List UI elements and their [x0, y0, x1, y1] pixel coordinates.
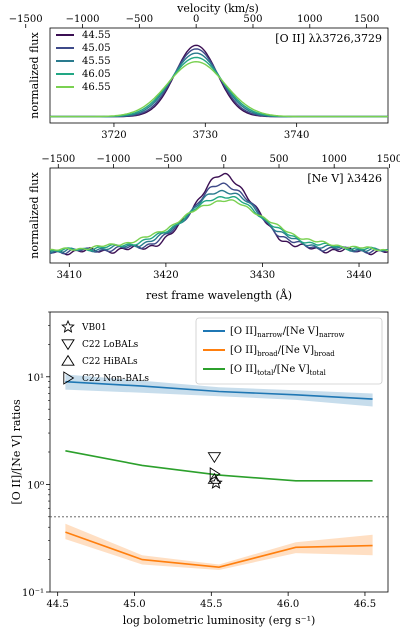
panel-frame — [49, 27, 389, 124]
legend-label-part: narrow — [319, 331, 345, 339]
legend-marker — [61, 319, 75, 333]
spectrum-line-46.05 — [50, 195, 388, 252]
velocity-tick-label: −1500 — [9, 14, 43, 25]
ratio-line — [65, 531, 373, 569]
spectrum-line-46.55 — [50, 60, 388, 118]
velocity-tick-label: −1500 — [41, 154, 75, 165]
panel-frame — [49, 167, 389, 264]
velocity-tick-label: −1000 — [97, 154, 131, 165]
ratio-line — [65, 380, 373, 400]
curves — [50, 172, 388, 256]
confidence-band — [65, 374, 373, 407]
legend-label: C22 LoBALs — [82, 340, 139, 350]
y-tick-label: 10¹ — [27, 373, 44, 384]
ratio-line — [65, 450, 373, 482]
velocity-tick-label: −1000 — [66, 14, 100, 25]
velocity-tick-label: 1500 — [377, 154, 400, 165]
velocity-tick-label: 1000 — [321, 154, 346, 165]
nev-panel: 3410 3420 3430 3440 −1500 −1000 −500 0 500 1000 15… — [28, 154, 400, 302]
legend-label-part: /[Ne V] — [273, 364, 309, 375]
legend-label: [O II]broad/[Ne V]broad — [230, 345, 335, 358]
x-tick-label: 3420 — [153, 270, 178, 281]
legend-label-part: [O II] — [230, 364, 257, 375]
legend-label: C22 Non-BALs — [82, 374, 149, 384]
y-tick-label: 10⁻¹ — [22, 588, 44, 599]
legend-label-part: /[Ne V] — [283, 326, 319, 337]
legend-label-part: [O II] — [230, 326, 257, 337]
marker-star — [209, 475, 223, 489]
marker-triangle-down — [207, 452, 222, 464]
legend-label-part: broad — [314, 350, 335, 358]
y-axis-label: [O II]/[Ne V] ratios — [10, 399, 23, 505]
legend-label-part: total — [257, 369, 274, 377]
legend-label-part: total — [310, 369, 327, 377]
x-axis-label: log bolometric luminosity (erg s⁻¹) — [123, 614, 316, 627]
legend-label: 45.05 — [82, 43, 111, 54]
legend: 44.55 45.05 45.55 46.05 46.55 — [56, 30, 111, 93]
legend-label: 45.55 — [82, 56, 111, 67]
marker-triangle-up — [207, 472, 222, 484]
x-tick-label: 45.5 — [200, 599, 222, 610]
ratio-panel: 44.5 45.0 45.5 46.0 46.5 10⁻¹ 10⁰ 10¹ log bolome… — [10, 311, 389, 627]
legend-label: 46.05 — [82, 69, 111, 80]
line-annotation: [Ne V] λ3426 — [307, 172, 382, 185]
y-tick-label: 10⁰ — [27, 480, 44, 491]
legend-label-part: /[Ne V] — [278, 345, 314, 356]
x-tick-label: 46.5 — [354, 599, 376, 610]
y-axis-label: normalized flux — [28, 171, 41, 258]
legend-label-part: broad — [257, 350, 278, 358]
legend-label-part: narrow — [257, 331, 283, 339]
x-tick-label: 46.0 — [277, 599, 299, 610]
velocity-tick-label: 0 — [221, 154, 227, 165]
x-tick-label: 3430 — [250, 270, 275, 281]
velocity-tick-label: 500 — [243, 14, 262, 25]
legend-label: VB01 — [81, 323, 107, 333]
spectrum-line-46.55 — [50, 199, 388, 252]
velocity-tick-label: 1500 — [354, 14, 379, 25]
velocity-tick-label: 1000 — [297, 14, 322, 25]
legend-label: C22 HiBALs — [82, 357, 138, 367]
legend-marker — [61, 354, 75, 366]
x-tick-label: 3410 — [57, 270, 82, 281]
legend-label: [O II]narrow/[Ne V]narrow — [230, 326, 345, 339]
marker-triangle-right — [209, 467, 221, 481]
velocity-tick-label: −500 — [155, 154, 182, 165]
velocity-tick-label: 500 — [269, 154, 288, 165]
line-annotation: [O II] λλ3726,3729 — [275, 32, 382, 45]
x-tick-label: 45.0 — [123, 599, 145, 610]
legend-marker — [63, 371, 75, 385]
x-tick-label: 3720 — [101, 130, 126, 141]
x-tick-label: 3440 — [346, 270, 371, 281]
legend-marker — [61, 339, 75, 351]
oii-panel: 3720 3730 3740 −1500 −1000 −500 0 500 1000 1500 no… — [9, 14, 389, 141]
x-tick-label: 3740 — [284, 130, 309, 141]
confidence-band — [65, 523, 373, 570]
x-tick-label: 3730 — [193, 130, 218, 141]
spectrum-line-45.05 — [50, 182, 388, 255]
velocity-tick-label: −500 — [126, 14, 153, 25]
spectrum-line-45.55 — [50, 189, 388, 254]
velocity-tick-label: 0 — [193, 14, 199, 25]
curves — [50, 44, 388, 118]
line-legend: [O II]narrow/[Ne V]narrow[O II]broad/[Ne… — [195, 317, 383, 385]
x-tick-label: 44.5 — [47, 599, 69, 610]
legend-box — [195, 317, 383, 385]
legend-label: [O II]total/[Ne V]total — [230, 364, 327, 377]
x-axis-label: rest frame wavelength (Å) — [146, 288, 292, 302]
legend-label: 44.55 — [82, 30, 111, 41]
marker-legend: VB01 C22 LoBALs C22 HiBALs C22 Non-BALs — [61, 319, 149, 385]
y-axis-label: normalized flux — [28, 31, 41, 118]
legend-label: 46.55 — [82, 82, 111, 93]
velocity-axis-label: velocity (km/s) — [176, 2, 259, 15]
legend-label-part: [O II] — [230, 345, 257, 356]
